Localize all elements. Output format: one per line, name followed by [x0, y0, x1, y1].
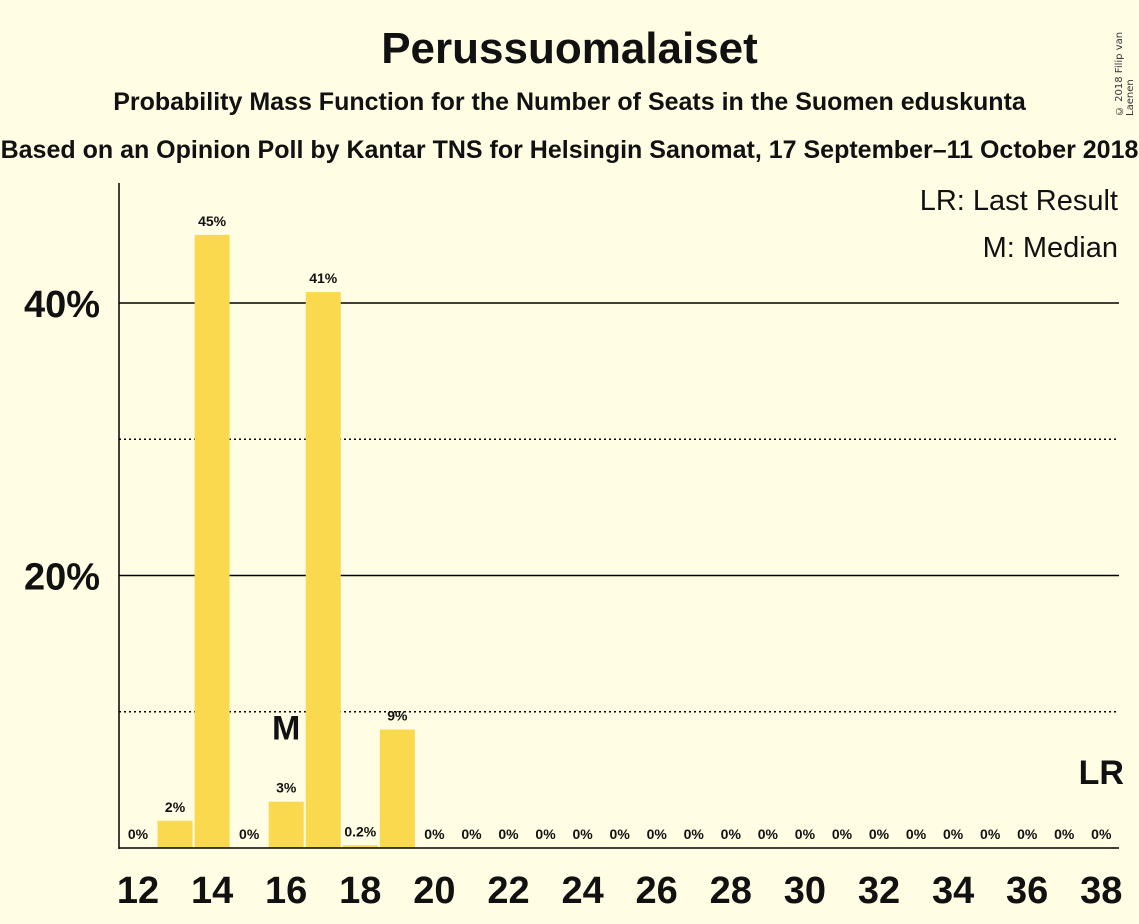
last-result-marker: LR [1079, 754, 1124, 792]
x-tick-label: 34 [932, 870, 974, 912]
bar-value-label: 0% [128, 826, 149, 842]
bar-value-label: 0% [758, 826, 779, 842]
bar-value-label: 0.2% [344, 823, 376, 839]
bar-value-label: 0% [461, 826, 482, 842]
median-marker: M [272, 710, 300, 748]
bar-value-label: 2% [165, 799, 186, 815]
x-tick-label: 14 [191, 870, 233, 912]
x-tick-label: 22 [487, 870, 529, 912]
bar-value-label: 0% [943, 826, 964, 842]
bar-value-label: 0% [832, 826, 853, 842]
legend-entry: M: Median [983, 232, 1118, 264]
x-tick-label: 30 [784, 870, 826, 912]
bar-value-label: 0% [572, 826, 593, 842]
bar [194, 234, 230, 848]
x-tick-label: 16 [265, 870, 307, 912]
chart-source-line: Based on an Opinion Poll by Kantar TNS f… [0, 136, 1139, 164]
bar-value-label: 0% [647, 826, 668, 842]
x-tick-label: 28 [710, 870, 752, 912]
bar-value-label: 0% [424, 826, 445, 842]
bar [157, 820, 193, 848]
x-tick-label: 32 [858, 870, 900, 912]
y-tick-label: 40% [24, 284, 100, 326]
bar-value-label: 0% [869, 826, 890, 842]
legend-entry: LR: Last Result [920, 185, 1118, 217]
bar-value-label: 0% [535, 826, 556, 842]
x-tick-label: 24 [561, 870, 603, 912]
bar [268, 801, 304, 848]
bar-value-label: 0% [498, 826, 519, 842]
bar-value-label: 9% [387, 707, 408, 723]
bar-value-label: 0% [795, 826, 816, 842]
bar-value-label: 0% [684, 826, 705, 842]
y-tick-label: 20% [24, 557, 100, 599]
bar-value-label: 0% [1017, 826, 1038, 842]
bar-value-label: 0% [239, 826, 260, 842]
bar-value-label: 0% [610, 826, 631, 842]
bar-value-label: 0% [721, 826, 742, 842]
bar-value-label: 3% [276, 780, 297, 796]
x-tick-label: 18 [339, 870, 381, 912]
bar [342, 845, 378, 848]
bar-value-label: 41% [309, 270, 338, 286]
bar [379, 729, 415, 848]
x-tick-label: 12 [117, 870, 159, 912]
bar-value-label: 0% [906, 826, 927, 842]
bar-value-label: 0% [1054, 826, 1075, 842]
chart-title: Perussuomalaiset [381, 24, 758, 73]
x-tick-label: 20 [413, 870, 455, 912]
chart-subtitle: Probability Mass Function for the Number… [113, 88, 1026, 116]
x-tick-label: 26 [636, 870, 678, 912]
bar [305, 292, 341, 849]
x-tick-label: 36 [1006, 870, 1048, 912]
x-tick-label: 38 [1080, 870, 1122, 912]
bar-value-label: 45% [198, 213, 227, 229]
bar-value-label: 0% [1091, 826, 1112, 842]
bar-value-label: 0% [980, 826, 1001, 842]
